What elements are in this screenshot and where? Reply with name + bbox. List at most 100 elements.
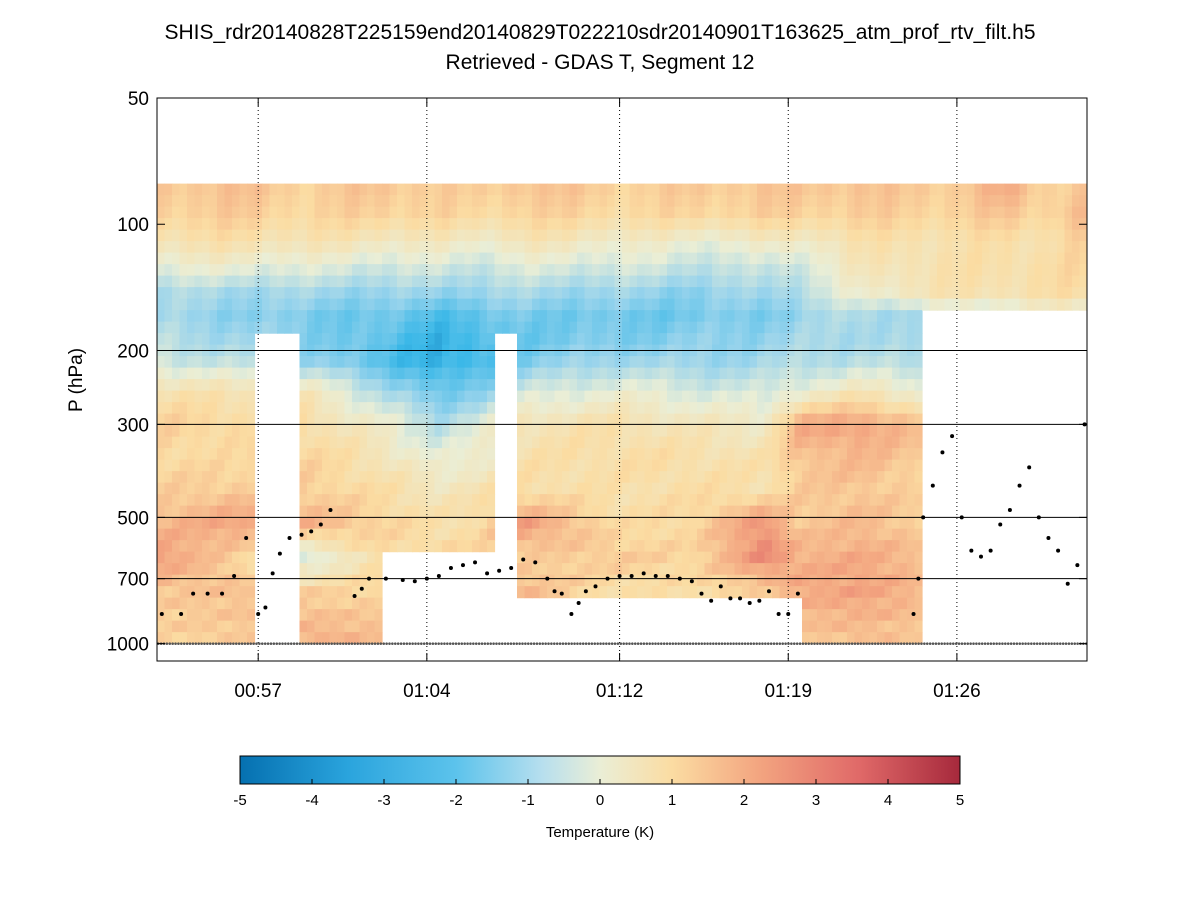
heatmap-cell [674,275,683,288]
heatmap-cell [337,471,346,484]
heatmap-cell [914,298,923,311]
heatmap-cell [794,517,803,530]
heatmap-cell [239,183,248,196]
heatmap-cell [809,528,818,541]
heatmap-cell [352,632,361,645]
heatmap-cell [592,540,601,553]
heatmap-cell [374,333,383,346]
surface-marker [182,642,186,645]
heatmap-cell [794,275,803,288]
heatmap-cell [404,471,413,484]
heatmap-cell [487,517,496,530]
heatmap-cell [817,356,826,369]
heatmap-cell [637,183,646,196]
heatmap-cell [697,517,706,530]
heatmap-cell [607,425,616,438]
heatmap-cell [682,298,691,311]
surface-marker [362,642,365,645]
surface-marker [807,642,811,645]
heatmap-cell [269,275,278,288]
heatmap-cell [989,275,998,288]
heatmap-cell [832,206,841,219]
heatmap-cell [599,436,608,449]
heatmap-cell [892,310,901,323]
heatmap-cell [449,413,458,426]
heatmap-cell [644,436,653,449]
heatmap-cell [449,471,458,484]
surface-marker [1006,642,1010,645]
data-marker [367,576,372,581]
heatmap-cell [907,425,916,438]
heatmap-cell [727,356,736,369]
surface-marker [373,642,377,645]
heatmap-cell [157,287,166,300]
heatmap-cell [824,505,833,518]
heatmap-cell [464,183,473,196]
heatmap-cell [547,195,556,208]
heatmap-cell [584,436,593,449]
heatmap-cell [727,413,736,426]
heatmap-cell [937,206,946,219]
heatmap-cell [914,620,923,633]
heatmap-cell [164,517,173,530]
heatmap-cell [562,252,571,265]
heatmap-cell [389,321,398,334]
heatmap-cell [329,264,338,277]
heatmap-cell [472,494,481,507]
heatmap-cell [607,298,616,311]
heatmap-cell [457,195,466,208]
heatmap-cell [869,540,878,553]
heatmap-cell [629,206,638,219]
heatmap-cell [434,540,443,553]
heatmap-cell [682,402,691,415]
heatmap-cell [734,333,743,346]
heatmap-cell [517,218,526,231]
heatmap-cell [374,195,383,208]
heatmap-cell [802,241,811,254]
heatmap-cell [217,206,226,219]
heatmap-cell [157,367,166,380]
heatmap-cell [487,206,496,219]
heatmap-cell [667,390,676,403]
heatmap-cell [629,505,638,518]
heatmap-cell [367,241,376,254]
heatmap-cell [374,632,383,645]
heatmap-cell [599,287,608,300]
heatmap-cell [577,528,586,541]
heatmap-cell [1079,298,1087,311]
heatmap-cell [847,620,856,633]
heatmap-cell [157,586,166,599]
heatmap-cell [577,494,586,507]
heatmap-cell [524,367,533,380]
heatmap-cell [1049,229,1058,242]
heatmap-cell [254,241,263,254]
surface-marker [746,642,750,645]
heatmap-cell [757,264,766,277]
heatmap-cell [607,551,616,564]
heatmap-cell [592,367,601,380]
heatmap-cell [712,505,721,518]
heatmap-cell [614,264,623,277]
heatmap-cell [157,517,166,530]
heatmap-cell [464,275,473,288]
heatmap-cell [442,264,451,277]
heatmap-cell [832,609,841,622]
heatmap-cell [494,310,503,323]
heatmap-cell [472,275,481,288]
heatmap-cell [1019,183,1028,196]
heatmap-cell [622,195,631,208]
heatmap-cell [547,494,556,507]
heatmap-cell [779,310,788,323]
heatmap-cell [404,195,413,208]
heatmap-cell [689,229,698,242]
heatmap-cell [352,448,361,461]
heatmap-cell [464,436,473,449]
heatmap-cell [817,574,826,587]
heatmap-cell [847,471,856,484]
heatmap-cell [487,379,496,392]
heatmap-cell [667,287,676,300]
heatmap-cell [352,551,361,564]
heatmap-cell [682,551,691,564]
heatmap-cell [719,275,728,288]
heatmap-cell [194,563,203,576]
